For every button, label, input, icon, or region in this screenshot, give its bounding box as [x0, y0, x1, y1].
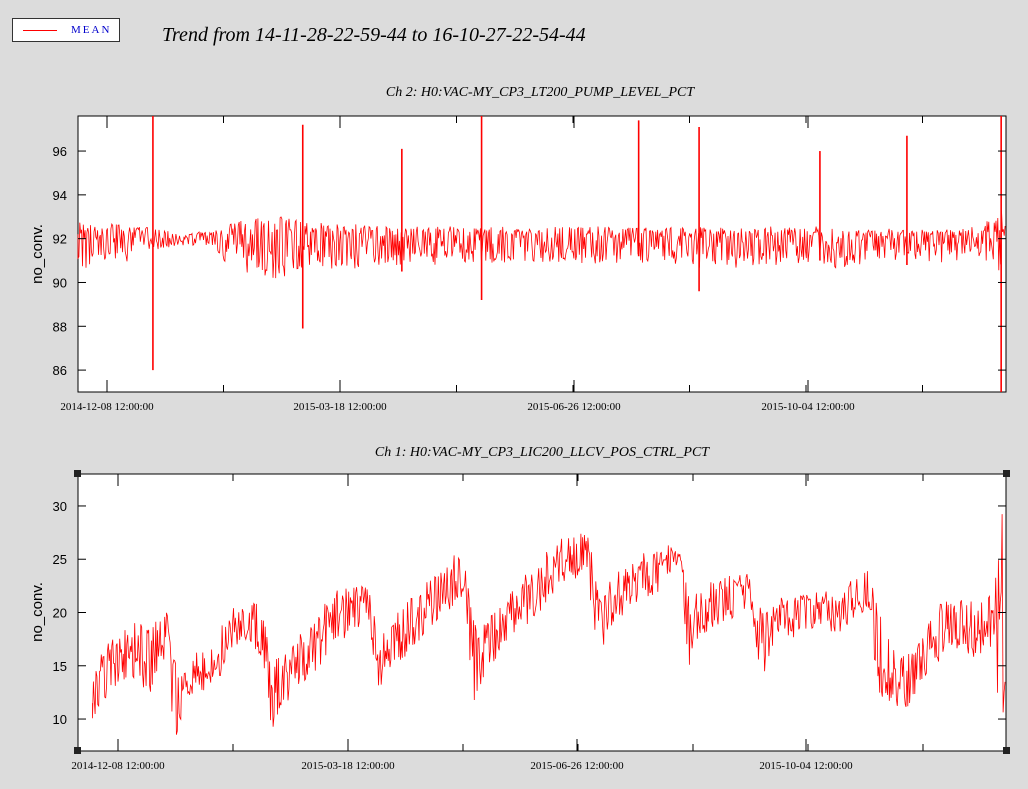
chart-title-ch1: Ch 1: H0:VAC-MY_CP3_LIC200_LLCV_POS_CTRL…	[375, 445, 710, 460]
traces-ch1	[92, 514, 1006, 735]
y-tick-label: 25	[53, 552, 67, 567]
y-axis-label-ch1: no_conv.	[29, 582, 46, 642]
trend-title: Trend from 14-11-28-22-59-44 to 16-10-27…	[162, 24, 586, 46]
y-axis-label-ch2: no_conv.	[29, 224, 46, 284]
x-tick-label: 2015-06-26 12:00:00	[530, 760, 624, 772]
series-trace-mean	[92, 514, 1006, 735]
resize-handle-top-right[interactable]	[1003, 470, 1010, 477]
resize-handle-top-left[interactable]	[74, 470, 81, 477]
y-tick-label: 15	[53, 659, 67, 674]
resize-handle-bottom-right[interactable]	[1003, 747, 1010, 754]
y-tick-label: 96	[53, 144, 67, 159]
y-tick-label: 30	[53, 499, 67, 514]
plot-area-ch2	[77, 115, 1007, 393]
y-tick-label: 94	[53, 188, 67, 203]
x-tick-label: 2015-10-04 12:00:00	[761, 401, 855, 413]
x-tick-label: 2015-03-18 12:00:00	[301, 760, 395, 772]
traces-ch2	[77, 116, 1006, 392]
x-tick-label: 2014-12-08 12:00:00	[60, 401, 154, 413]
y-tick-label: 88	[53, 319, 67, 334]
x-tick-label: 2015-03-18 12:00:00	[293, 401, 387, 413]
legend-line-swatch	[23, 30, 57, 31]
legend: MEAN	[12, 18, 120, 42]
y-tick-label: 90	[53, 275, 67, 290]
x-tick-label: 2014-12-08 12:00:00	[71, 760, 165, 772]
legend-label: MEAN	[71, 24, 112, 36]
x-tick-label: 2015-10-04 12:00:00	[759, 760, 853, 772]
y-tick-label: 20	[53, 606, 67, 621]
chart-title-ch2: Ch 2: H0:VAC-MY_CP3_LT200_PUMP_LEVEL_PCT	[386, 85, 695, 100]
x-tick-label: 2015-06-26 12:00:00	[527, 401, 621, 413]
y-tick-label: 92	[53, 232, 67, 247]
y-tick-label: 10	[53, 712, 67, 727]
resize-handle-bottom-left[interactable]	[74, 747, 81, 754]
y-tick-label: 86	[53, 363, 67, 378]
axes-ch2: 86 88 90 92 94 96 2014-12-08 12:00:00 2015-03-1…	[53, 116, 1006, 413]
chart-panel-ch1: Ch 1: H0:VAC-MY_CP3_LIC200_LLCV_POS_CTRL…	[29, 445, 1010, 772]
plot-area-ch1	[77, 473, 1007, 752]
chart-panel-ch2: Ch 2: H0:VAC-MY_CP3_LT200_PUMP_LEVEL_PCT…	[29, 85, 1007, 413]
axes-ch1: 10 15 20 25 30 2014-12-08 12:00:00 2015-03-18 …	[53, 474, 1006, 772]
series-trace-mean	[77, 210, 1006, 279]
